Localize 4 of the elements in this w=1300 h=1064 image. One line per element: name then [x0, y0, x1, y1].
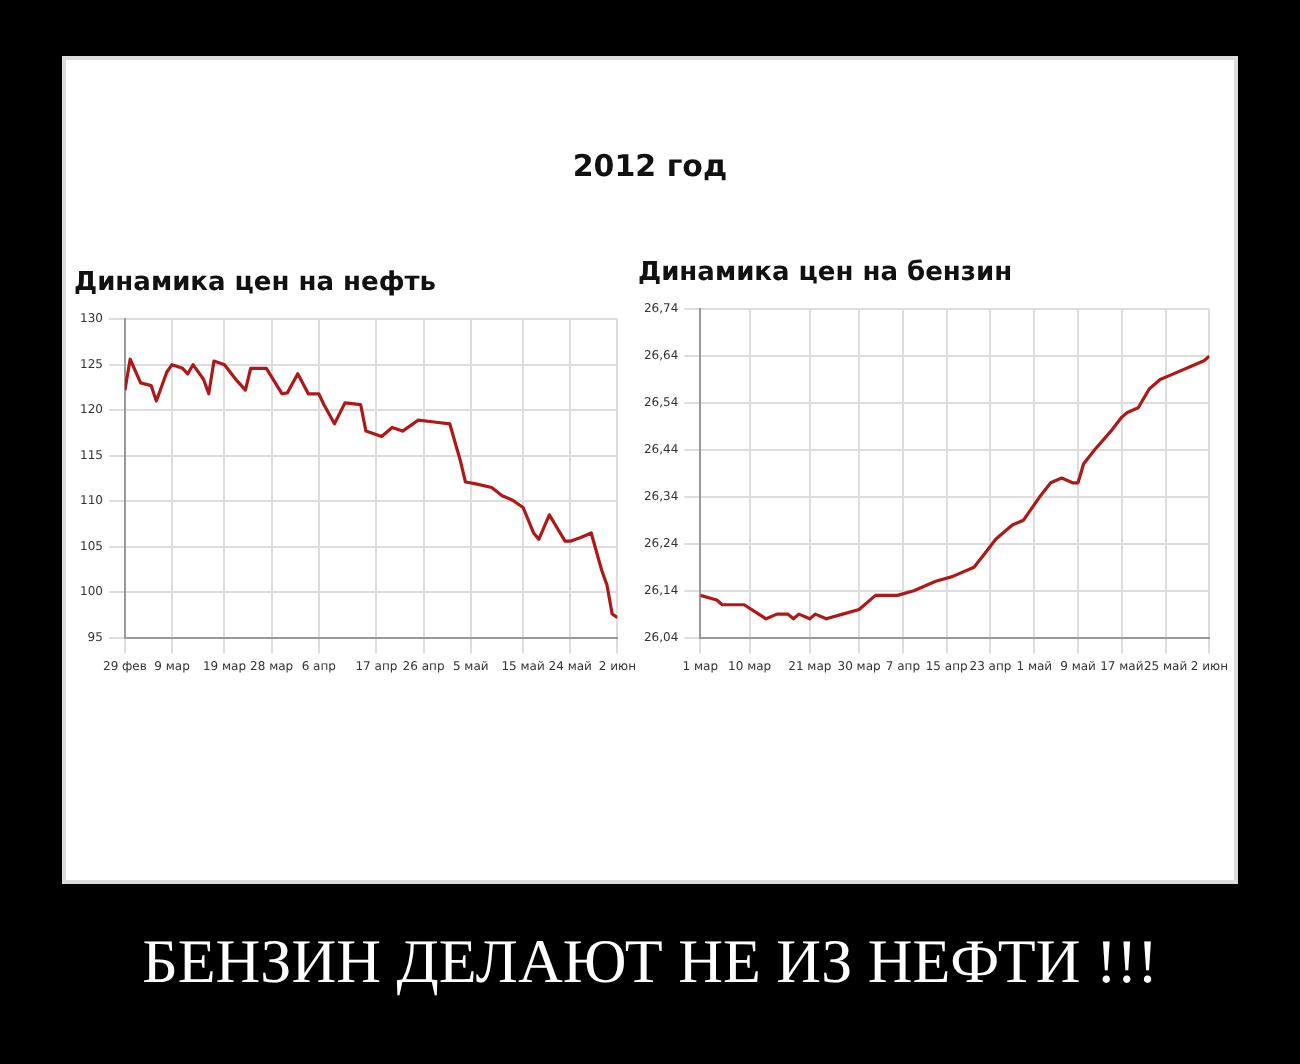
text: 2012 год	[570, 148, 730, 184]
chart-title: Динамика цен на бензин	[638, 258, 1013, 289]
text: БЕНЗИН ДЕЛАЮТ НЕ ИЗ НЕФТИ !!!	[140, 926, 1160, 998]
chart-title: Динамика цен на нефть	[74, 268, 436, 299]
